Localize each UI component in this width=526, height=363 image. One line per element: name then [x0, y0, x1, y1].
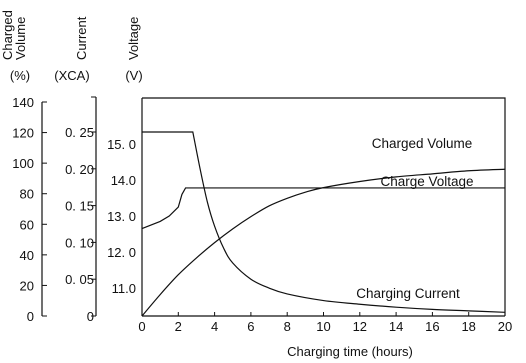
- volume-axis-header-line: Volume: [13, 17, 28, 60]
- voltage-tick-label: 14.0: [111, 173, 136, 188]
- x-tick-label: 0: [138, 319, 145, 334]
- voltage-tick-label: 13. 0: [107, 209, 136, 224]
- volume-tick-label: 60: [20, 217, 34, 232]
- axes: 0 2 4 6 8 10 12 14 16 18 20 Charging time (hours) 0 2…: [0, 10, 512, 359]
- volume-tick-label: 80: [20, 187, 34, 202]
- current-axis-unit: (XCA): [54, 68, 89, 83]
- x-tick-label: 12: [353, 319, 367, 334]
- series-charge-voltage-line: [141, 187, 505, 230]
- plot-frame: [142, 97, 506, 316]
- x-axis-label: Charging time (hours): [287, 344, 413, 359]
- series-label: Charge Voltage: [380, 174, 473, 189]
- current-tick-label: 0. 15: [65, 199, 94, 214]
- series-label: Charged Volume: [372, 136, 473, 151]
- x-tick-label: 8: [284, 319, 291, 334]
- x-tick-label: 4: [211, 319, 218, 334]
- voltage-tick-label: 12. 0: [107, 245, 136, 260]
- series-charged-volume-line: [141, 168, 506, 317]
- volume-tick-label: 0: [27, 309, 34, 324]
- voltage-axis-header-line: Voltage: [126, 17, 141, 60]
- plot-area: [141, 131, 506, 317]
- volume-axis-header-line: Charged: [0, 10, 15, 60]
- voltage-axis-header: Voltage: [126, 17, 141, 60]
- volume-tick-label: 120: [12, 126, 34, 141]
- x-tick-label: 10: [316, 319, 330, 334]
- x-tick-label: 14: [389, 319, 403, 334]
- volume-tick-label: 40: [20, 248, 34, 263]
- voltage-tick-label: 15. 0: [107, 137, 136, 152]
- x-tick-label: 20: [498, 319, 512, 334]
- x-tick-label: 16: [425, 319, 439, 334]
- current-tick-label: 0. 20: [65, 162, 94, 177]
- current-axis-header: Current: [74, 16, 89, 60]
- volume-axis-unit: (%): [10, 68, 30, 83]
- volume-tick-label: 140: [12, 95, 34, 110]
- series-label: Charging Current: [356, 286, 460, 301]
- series-charging-current-line: [142, 131, 506, 313]
- x-tick-label: 6: [247, 319, 254, 334]
- current-tick-label: 0: [87, 309, 94, 324]
- current-tick-label: 0. 10: [65, 235, 94, 250]
- x-tick-label: 2: [175, 319, 182, 334]
- volume-tick-label: 100: [12, 156, 34, 171]
- series-labels: Charged Volume Charge Voltage Charging Cur…: [356, 136, 473, 301]
- voltage-tick-label: 11.0: [112, 281, 136, 296]
- current-tick-label: 0. 05: [65, 272, 94, 287]
- volume-tick-label: 20: [20, 278, 34, 293]
- current-tick-label: 0. 25: [65, 125, 94, 140]
- voltage-axis-unit: (V): [125, 68, 142, 83]
- volume-axis-header: ChargedVolume: [0, 10, 28, 60]
- x-tick-label: 18: [461, 319, 475, 334]
- current-axis-header-line: Current: [74, 16, 89, 60]
